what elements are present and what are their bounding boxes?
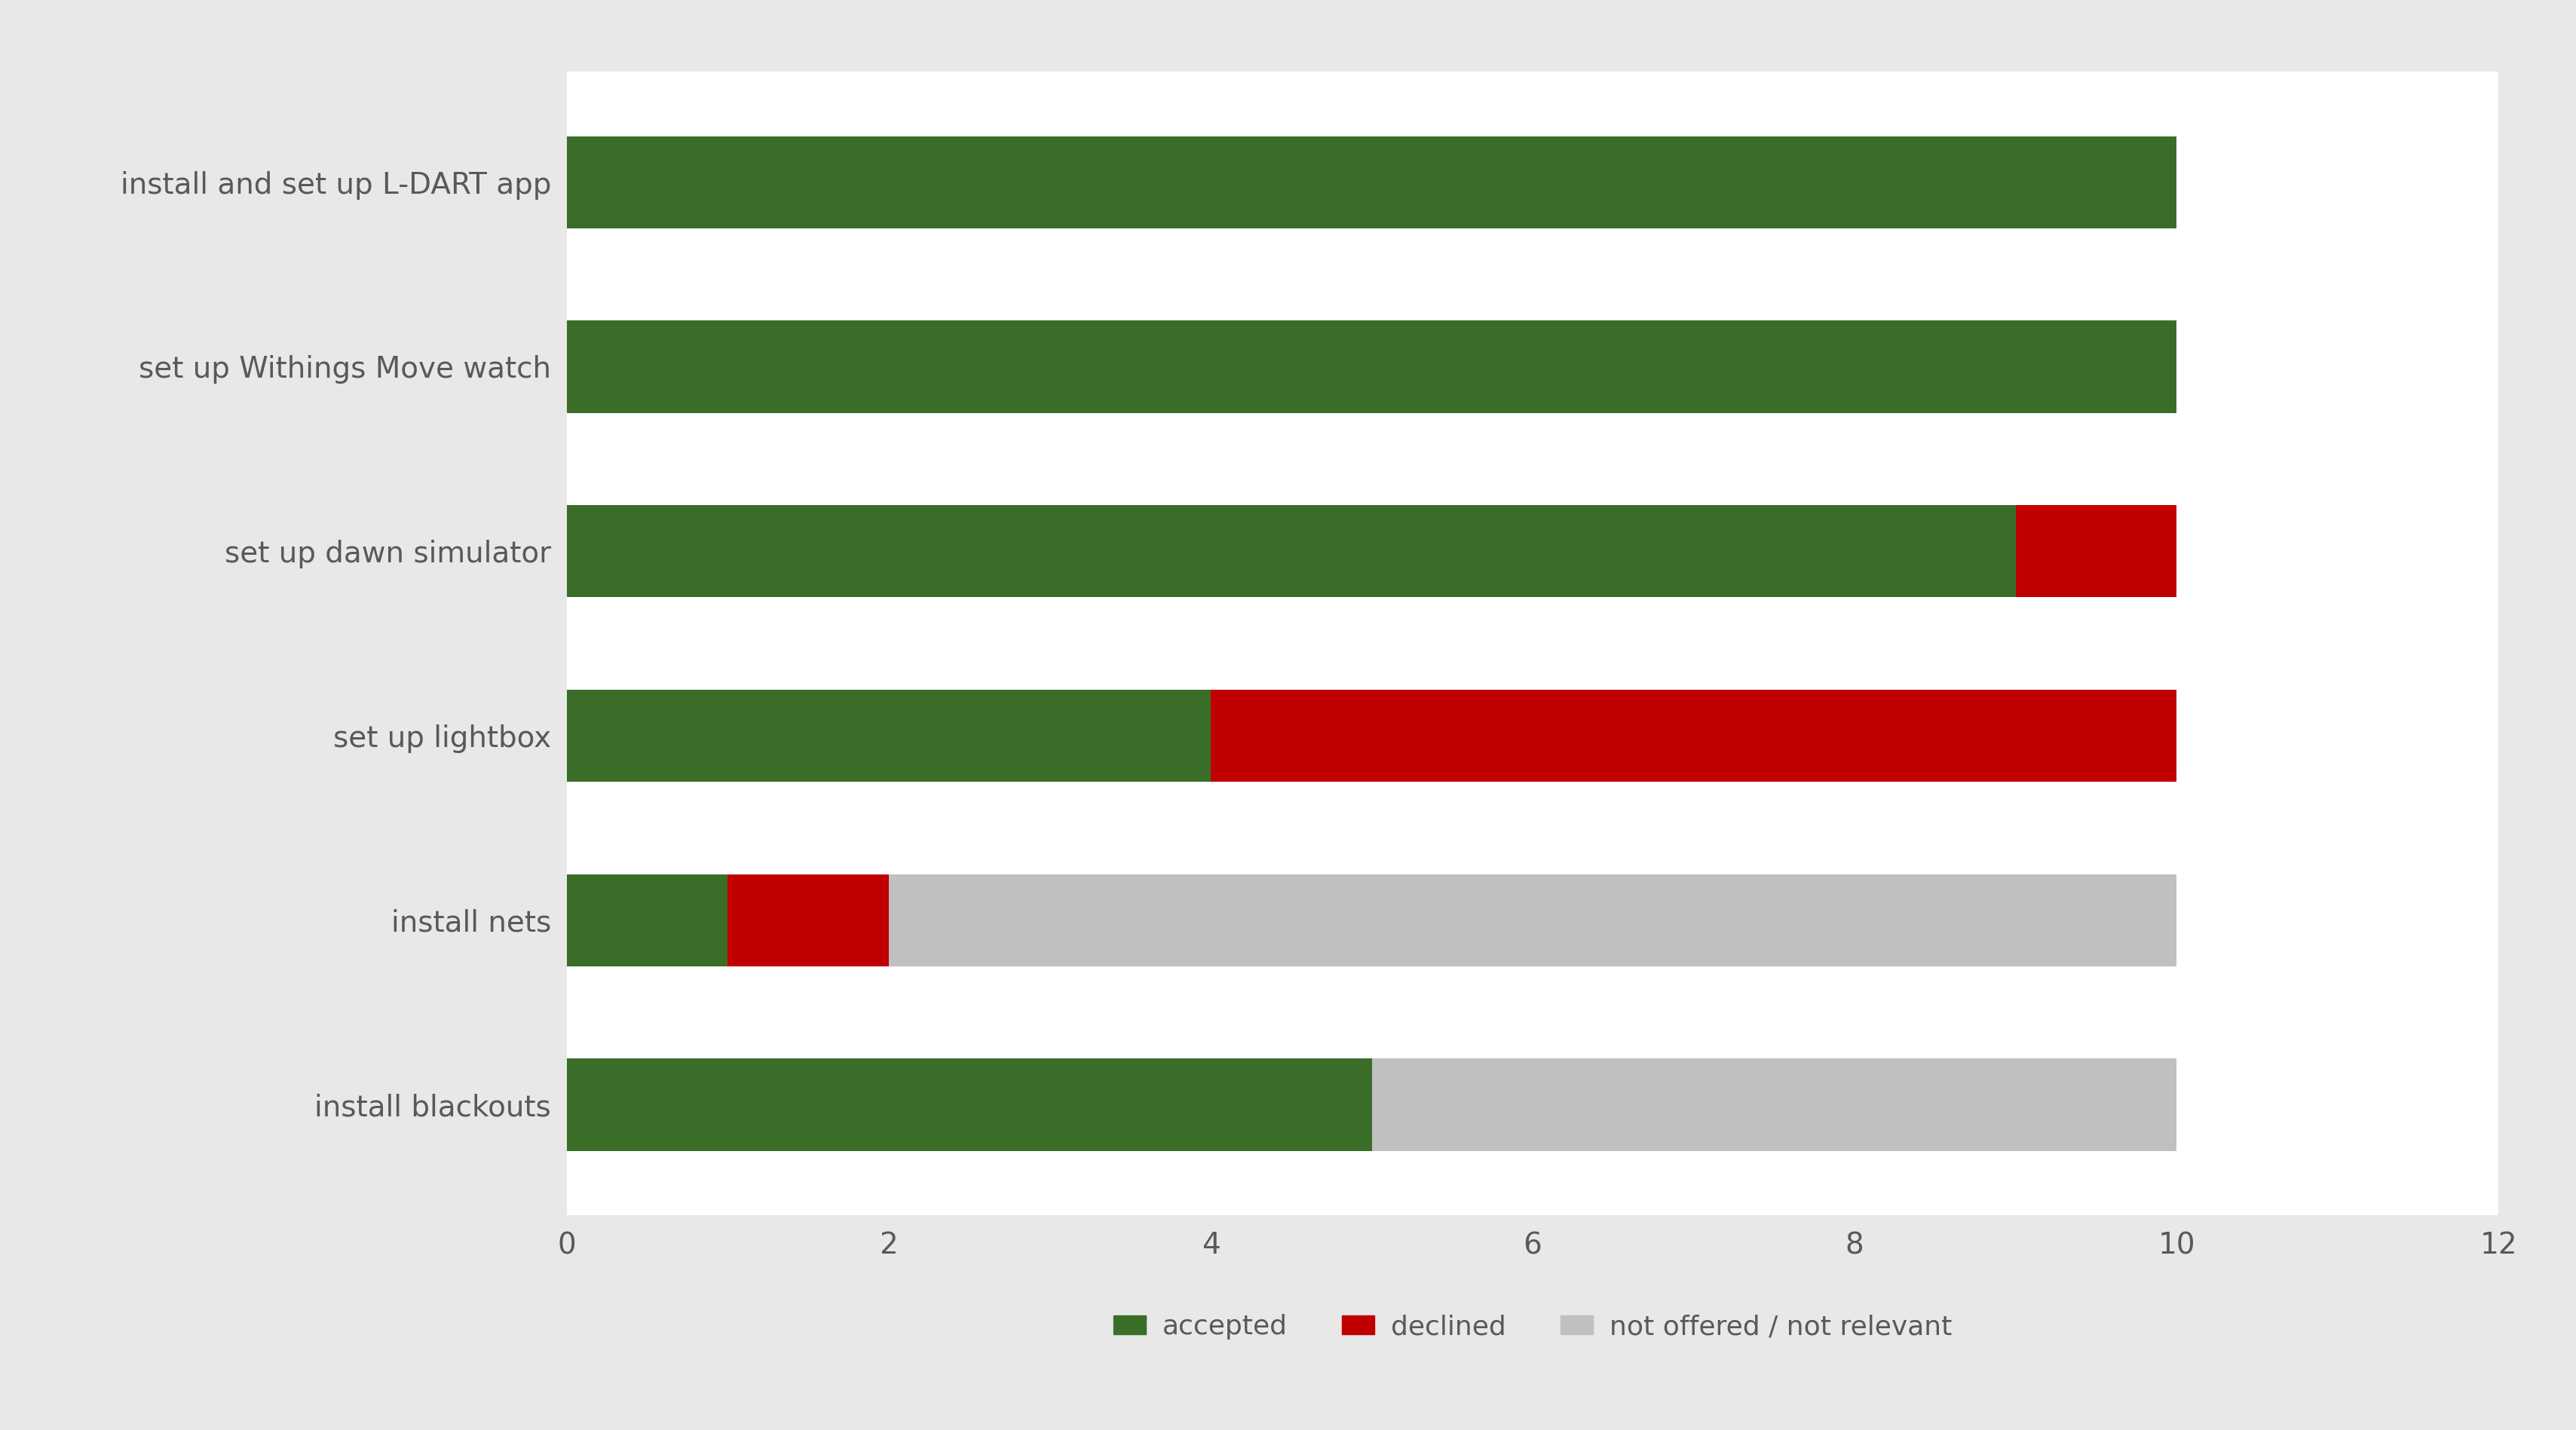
Bar bbox=[567, 689, 1211, 782]
Bar bbox=[567, 505, 2014, 598]
Bar bbox=[567, 874, 729, 967]
Bar bbox=[2014, 505, 2177, 598]
Bar bbox=[1370, 1058, 2177, 1151]
Bar bbox=[1211, 689, 2177, 782]
Bar bbox=[567, 136, 2177, 229]
Legend: accepted, declined, not offered / not relevant: accepted, declined, not offered / not re… bbox=[1103, 1303, 1963, 1350]
Bar bbox=[567, 320, 2177, 413]
Bar bbox=[729, 874, 889, 967]
Bar bbox=[889, 874, 2177, 967]
Bar bbox=[567, 1058, 1370, 1151]
